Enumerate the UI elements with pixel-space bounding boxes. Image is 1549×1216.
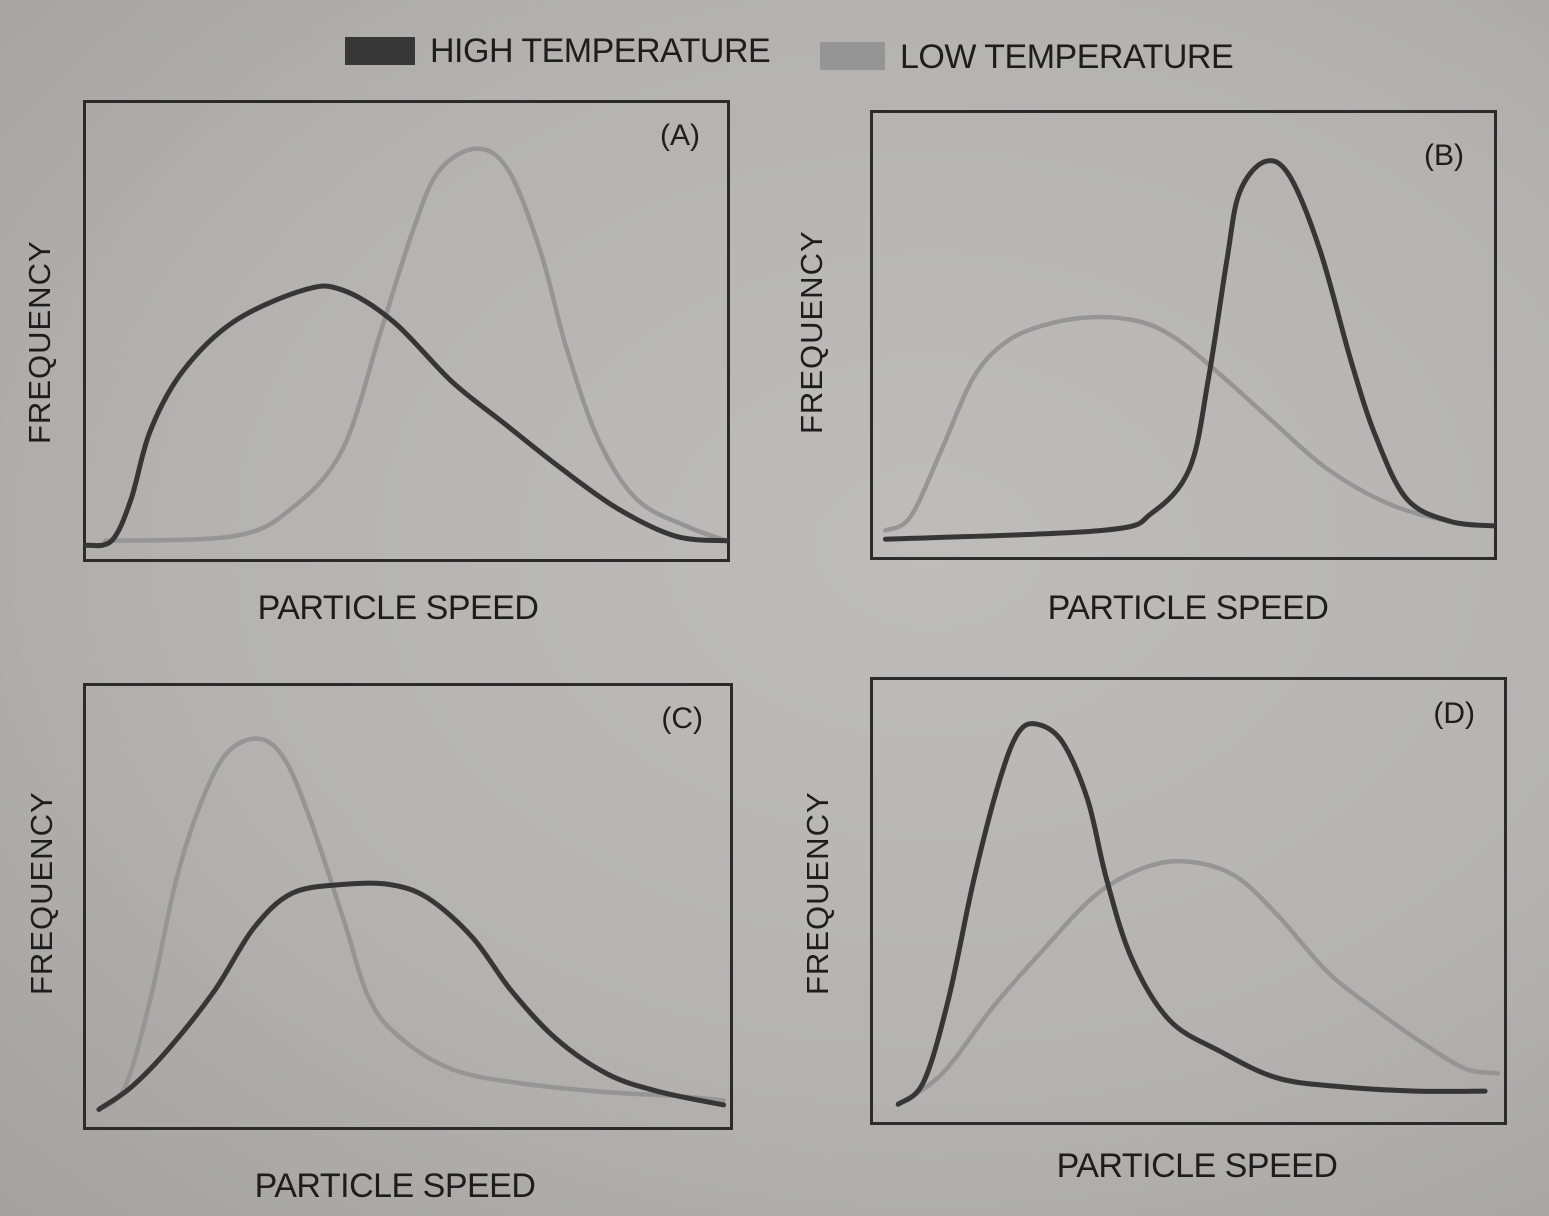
x-axis-label-c: PARTICLE SPEED [254,1167,536,1205]
y-axis-label-d: FREQUENCY [800,791,835,995]
low-temperature-curve-c [96,736,726,1112]
panel-label-b: (B) [1424,139,1464,172]
high-temperature-curve-c [96,880,727,1112]
panel-label-c: (C) [661,702,703,735]
low-temperature-curve-a [102,146,730,544]
x-axis-label-a: PARTICLE SPEED [257,589,539,627]
legend-swatch-low-temperature [820,42,885,70]
chart-panel-b: (B) [870,110,1497,560]
y-axis-label-c: FREQUENCY [24,791,59,995]
plot-area-a [83,146,730,549]
high-temperature-curve-d [895,721,1488,1107]
chart-panel-a: (A) [83,100,730,562]
legend-swatch-high-temperature [345,37,415,65]
high-temperature-curve-b [882,158,1497,542]
low-temperature-curve-d [895,858,1500,1107]
chart-panel-c: (C) [83,683,733,1130]
plot-area-d [895,721,1500,1107]
low-temperature-curve-b [883,314,1497,533]
legend-label-high-temperature: HIGH TEMPERATURE [430,32,771,70]
x-axis-label-d: PARTICLE SPEED [1056,1147,1338,1185]
panel-label-a: (A) [660,119,700,152]
x-axis-label-b: PARTICLE SPEED [1047,589,1329,627]
plot-area-b [882,158,1497,542]
panel-label-d: (D) [1433,697,1475,730]
y-axis-label-b: FREQUENCY [794,230,829,434]
legend-label-low-temperature: LOW TEMPERATURE [900,38,1234,76]
y-axis-label-a: FREQUENCY [22,240,57,444]
high-temperature-curve-a [83,283,730,549]
chart-panel-d: (D) [870,677,1507,1125]
plot-area-c [96,736,727,1112]
